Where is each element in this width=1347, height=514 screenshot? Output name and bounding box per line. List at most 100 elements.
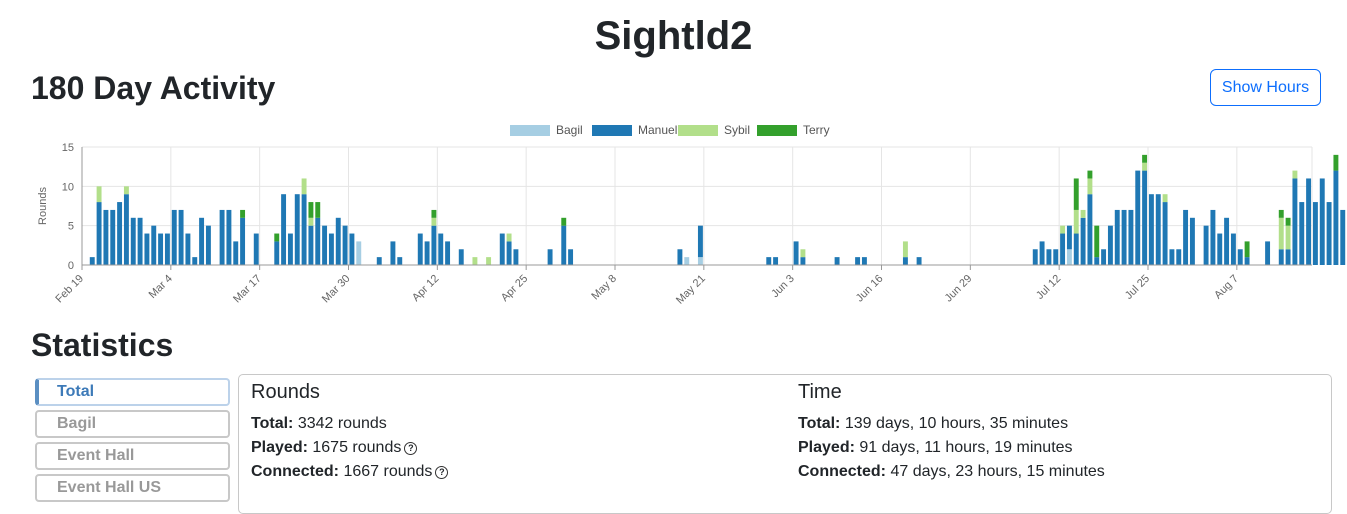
question-circle-icon[interactable]: ? xyxy=(435,466,449,479)
bar-manuel[interactable] xyxy=(308,225,314,265)
bar-sybil[interactable] xyxy=(902,241,908,258)
bar-manuel[interactable] xyxy=(438,233,444,265)
question-circle-icon[interactable]: ? xyxy=(404,442,418,455)
bar-manuel[interactable] xyxy=(390,241,396,265)
bar-manuel[interactable] xyxy=(431,225,437,265)
bar-manuel[interactable] xyxy=(1142,170,1148,265)
legend-label-sybil[interactable]: Sybil xyxy=(724,123,750,137)
legend-label-terry[interactable]: Terry xyxy=(803,123,830,137)
bar-manuel[interactable] xyxy=(1333,170,1339,265)
bar-manuel[interactable] xyxy=(1039,241,1045,265)
bar-manuel[interactable] xyxy=(158,233,164,265)
bar-manuel[interactable] xyxy=(499,233,505,265)
bar-sybil[interactable] xyxy=(472,257,478,265)
bar-manuel[interactable] xyxy=(1326,202,1332,265)
bar-terry[interactable] xyxy=(1073,178,1079,210)
legend-label-manuel[interactable]: Manuel xyxy=(638,123,677,137)
bar-manuel[interactable] xyxy=(335,217,341,265)
bar-terry[interactable] xyxy=(1278,209,1284,218)
bar-terry[interactable] xyxy=(308,202,314,218)
bar-terry[interactable] xyxy=(561,217,567,226)
bar-terry[interactable] xyxy=(431,209,437,218)
bar-manuel[interactable] xyxy=(793,241,799,265)
bar-sybil[interactable] xyxy=(1142,162,1148,171)
legend-swatch-terry[interactable] xyxy=(757,125,797,136)
bar-manuel[interactable] xyxy=(1053,249,1059,265)
bar-manuel[interactable] xyxy=(697,225,703,258)
bar-manuel[interactable] xyxy=(1155,194,1161,265)
bar-terry[interactable] xyxy=(240,209,246,218)
bar-manuel[interactable] xyxy=(513,249,519,265)
bar-manuel[interactable] xyxy=(328,233,334,265)
bar-manuel[interactable] xyxy=(1340,209,1346,265)
bar-manuel[interactable] xyxy=(916,257,922,265)
bar-sybil[interactable] xyxy=(1292,170,1298,179)
bar-manuel[interactable] xyxy=(800,257,806,265)
bar-manuel[interactable] xyxy=(199,217,205,265)
bar-sybil[interactable] xyxy=(1087,178,1093,195)
chart-legend[interactable]: Bagil Manuel Sybil Terry xyxy=(510,123,830,137)
bar-sybil[interactable] xyxy=(431,217,437,226)
bar-manuel[interactable] xyxy=(178,209,184,265)
bar-manuel[interactable] xyxy=(1224,217,1230,265)
legend-swatch-manuel[interactable] xyxy=(592,125,632,136)
bar-terry[interactable] xyxy=(1244,241,1250,258)
bar-manuel[interactable] xyxy=(171,209,177,265)
bar-manuel[interactable] xyxy=(342,225,348,265)
bar-manuel[interactable] xyxy=(1203,225,1209,265)
bar-sybil[interactable] xyxy=(506,233,512,242)
bar-manuel[interactable] xyxy=(677,249,683,265)
bar-manuel[interactable] xyxy=(1176,249,1182,265)
bar-manuel[interactable] xyxy=(766,257,772,265)
bar-manuel[interactable] xyxy=(137,217,143,265)
bar-manuel[interactable] xyxy=(1148,194,1154,265)
bar-manuel[interactable] xyxy=(219,209,225,265)
bar-manuel[interactable] xyxy=(274,241,280,265)
chart-bars[interactable] xyxy=(89,154,1346,265)
bar-terry[interactable] xyxy=(315,202,321,218)
bar-manuel[interactable] xyxy=(1107,225,1113,265)
bar-manuel[interactable] xyxy=(1319,178,1325,265)
bar-manuel[interactable] xyxy=(1292,178,1298,265)
bar-manuel[interactable] xyxy=(547,249,553,265)
bar-manuel[interactable] xyxy=(130,217,136,265)
bar-sybil[interactable] xyxy=(123,186,129,195)
bar-sybil[interactable] xyxy=(1080,209,1086,218)
legend-swatch-sybil[interactable] xyxy=(678,125,718,136)
bar-manuel[interactable] xyxy=(1046,249,1052,265)
bar-manuel[interactable] xyxy=(281,194,287,265)
bar-manuel[interactable] xyxy=(96,202,102,265)
bar-terry[interactable] xyxy=(1142,154,1148,163)
bar-manuel[interactable] xyxy=(192,257,198,265)
bar-manuel[interactable] xyxy=(902,257,908,265)
tab-event-hall-us[interactable]: Event Hall US xyxy=(35,474,230,502)
bar-manuel[interactable] xyxy=(397,257,403,265)
bar-manuel[interactable] xyxy=(1285,249,1291,265)
bar-manuel[interactable] xyxy=(773,257,779,265)
bar-sybil[interactable] xyxy=(308,217,314,226)
bar-manuel[interactable] xyxy=(1265,241,1271,265)
bar-manuel[interactable] xyxy=(349,233,355,265)
bar-manuel[interactable] xyxy=(1217,233,1223,265)
bar-manuel[interactable] xyxy=(322,225,328,265)
bar-manuel[interactable] xyxy=(1299,202,1305,265)
bar-manuel[interactable] xyxy=(1073,233,1079,265)
legend-swatch-bagil[interactable] xyxy=(510,125,550,136)
bar-manuel[interactable] xyxy=(117,202,123,265)
bar-manuel[interactable] xyxy=(1135,170,1141,265)
bar-manuel[interactable] xyxy=(253,233,259,265)
bar-manuel[interactable] xyxy=(1189,217,1195,265)
bar-manuel[interactable] xyxy=(185,233,191,265)
bar-manuel[interactable] xyxy=(1101,249,1107,265)
bar-manuel[interactable] xyxy=(164,233,170,265)
bar-manuel[interactable] xyxy=(1237,249,1243,265)
bar-manuel[interactable] xyxy=(424,241,430,265)
bar-manuel[interactable] xyxy=(1162,202,1168,265)
bar-manuel[interactable] xyxy=(445,241,451,265)
bar-terry[interactable] xyxy=(1094,225,1100,258)
bar-sybil[interactable] xyxy=(1278,217,1284,250)
bar-manuel[interactable] xyxy=(110,209,116,265)
tab-event-hall[interactable]: Event Hall xyxy=(35,442,230,470)
bar-bagil[interactable] xyxy=(1066,249,1072,265)
bar-manuel[interactable] xyxy=(1087,194,1093,265)
